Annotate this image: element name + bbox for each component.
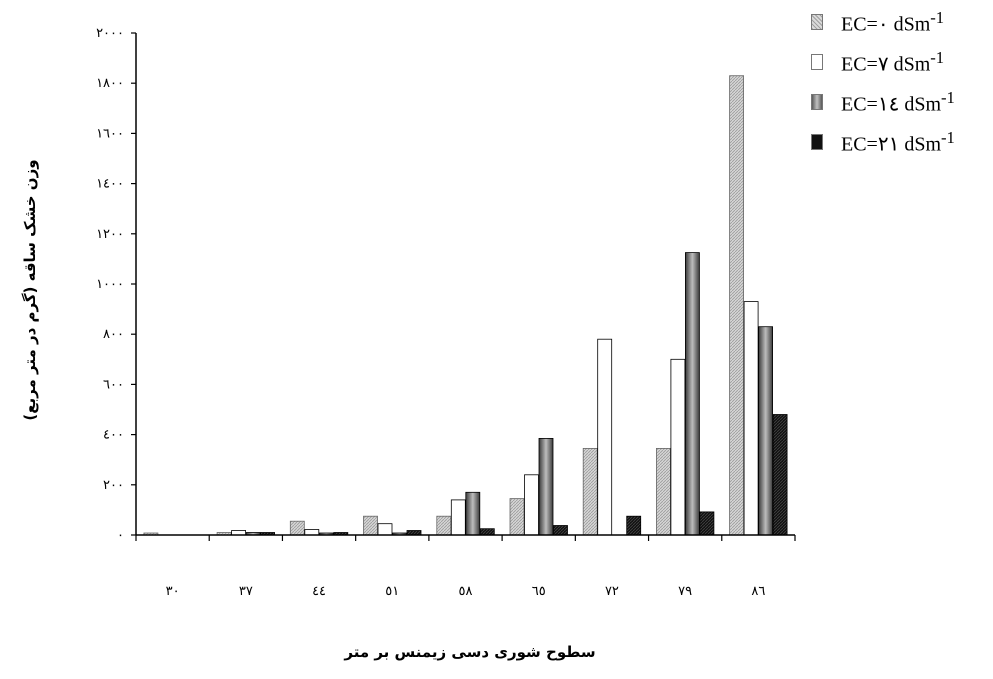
bar-series-3-6 xyxy=(626,515,642,536)
bar-series-2-5 xyxy=(538,437,554,536)
legend-item-ec14: EC=۱٤ dSm-1 xyxy=(811,84,991,124)
bar-series-0-8 xyxy=(729,75,744,536)
x-axis-label: سطوح شوری دسی زیمنس بر متر xyxy=(344,643,596,661)
y-tick-label: ۲۰۰۰ xyxy=(96,26,124,41)
legend: EC=۰ dSm-1 EC=۷ dSm-1 EC=۱٤ dSm-1 EC=۲۱ … xyxy=(811,4,991,164)
y-tick-label: ۱۸۰۰ xyxy=(96,76,124,91)
x-tick-label: ٥١ xyxy=(385,584,399,599)
x-tick-label: ۷۹ xyxy=(678,584,692,599)
y-ticks: ۰ ۲۰۰ ٤۰۰ ٦۰۰ ۸۰۰ ۱۰۰۰ ۱۲۰۰ ۱٤۰۰ ۱٦۰۰ ۱۸۰۰ ۲۰۰۰ xyxy=(96,26,136,543)
x-tick-label: ۸٦ xyxy=(751,584,765,599)
y-tick-label: ۱۲۰۰ xyxy=(96,227,124,242)
y-tick-label: ۰ xyxy=(117,528,124,543)
bar-series-2-7 xyxy=(685,252,700,536)
legend-label-ec21: EC=۲۱ dSm-1 xyxy=(841,128,955,156)
bar-series-1-8 xyxy=(743,301,759,536)
legend-swatch-ec21 xyxy=(811,134,823,150)
legend-swatch-ec7 xyxy=(811,54,823,70)
bar-series-1-5 xyxy=(524,474,539,536)
legend-item-ec0: EC=۰ dSm-1 xyxy=(811,4,991,44)
bar-series-1-7 xyxy=(670,358,686,536)
bar-series-1-4 xyxy=(450,499,466,536)
y-tick-label: ۸۰۰ xyxy=(103,327,124,342)
x-ticks: ۳۰ ۳۷ ٤٤ ٥١ ٥۸ ٦٥ ۷۲ ۷۹ ۸٦ xyxy=(135,535,796,599)
bar-series-3-5 xyxy=(553,525,568,536)
y-tick-label: ۱٤۰۰ xyxy=(96,177,124,192)
bar-series-1-6 xyxy=(597,338,613,536)
y-tick-label: ٦۰۰ xyxy=(103,377,124,392)
x-tick-label: ۷۲ xyxy=(605,584,619,599)
bar-series-1-3 xyxy=(377,523,393,536)
bar-series-0-2 xyxy=(289,520,305,536)
bar-series-0-5 xyxy=(509,498,525,536)
legend-item-ec7: EC=۷ dSm-1 xyxy=(811,44,991,84)
bar-series-3-8 xyxy=(772,414,788,536)
bar-series-3-4 xyxy=(479,528,495,536)
legend-label-ec7: EC=۷ dSm-1 xyxy=(841,48,945,76)
bar-series-0-6 xyxy=(582,447,598,536)
bar-series-0-7 xyxy=(656,447,671,536)
bar-series-2-4 xyxy=(465,491,481,536)
bar-series-3-7 xyxy=(699,511,715,536)
legend-swatch-ec14 xyxy=(811,94,823,110)
legend-item-ec21: EC=۲۱ dSm-1 xyxy=(811,124,991,164)
bar-series-0-4 xyxy=(436,515,452,536)
legend-swatch-ec0 xyxy=(811,14,823,30)
bar-series-1-2 xyxy=(304,529,320,536)
bar-series-0-3 xyxy=(363,515,378,536)
y-tick-label: ۱٦۰۰ xyxy=(96,126,124,141)
x-tick-label: ٥۸ xyxy=(459,584,473,599)
y-tick-label: ٤۰۰ xyxy=(103,428,124,443)
bars-layer xyxy=(143,75,788,536)
x-tick-label: ٤٤ xyxy=(312,584,326,599)
y-axis-label: وزن خشک ساقه (گرم در متر مربع) xyxy=(21,159,39,421)
y-tick-label: ۲۰۰ xyxy=(103,478,124,493)
x-tick-label: ۳۰ xyxy=(166,584,180,599)
legend-label-ec0: EC=۰ dSm-1 xyxy=(841,8,945,36)
bar-series-2-8 xyxy=(758,326,773,536)
x-tick-label: ۳۷ xyxy=(239,584,253,599)
x-tick-label: ٦٥ xyxy=(532,584,546,599)
y-tick-label: ۱۰۰۰ xyxy=(96,277,124,292)
legend-label-ec14: EC=۱٤ dSm-1 xyxy=(841,88,955,116)
